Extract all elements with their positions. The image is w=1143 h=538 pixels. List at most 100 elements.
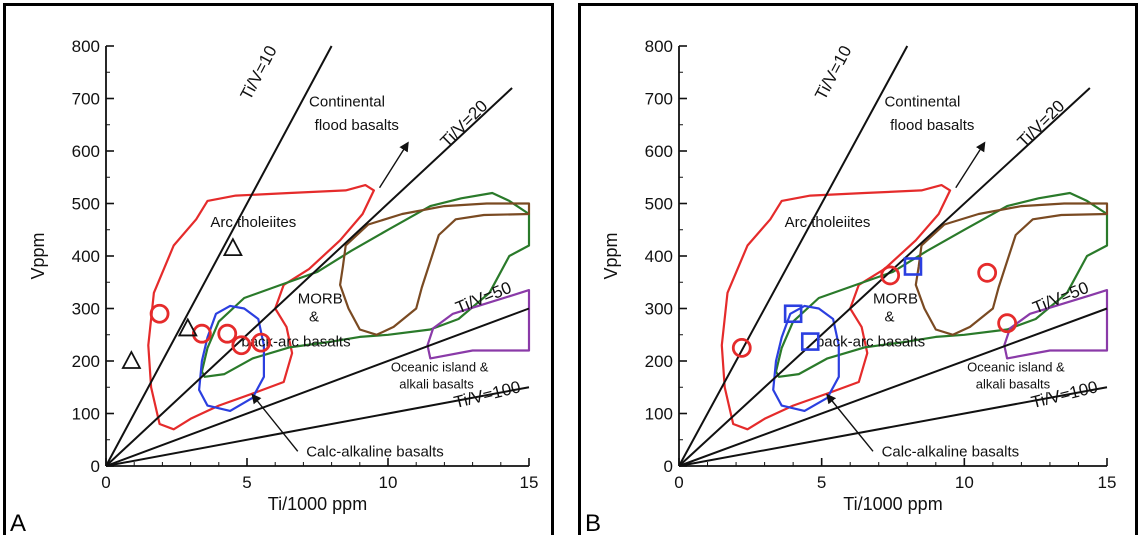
ti-v-ratio-line [678,386,1108,467]
sample-circle-marker [217,323,238,344]
y-tick-label: 0 [91,457,100,476]
ti-v-ratio-line [678,45,909,467]
morb-ampersand-label: & [309,309,319,326]
y-tick-label: 600 [72,142,100,161]
sample-square-marker [783,304,803,324]
ti-v-ratio-label: Ti/V=50 [453,278,514,318]
sample-circle-marker [231,335,252,356]
oceanic-island-label: Oceanic island & [967,360,1065,375]
oceanic-island-field [1003,289,1109,360]
x-tick-label: 5 [817,473,826,492]
ti-v-ratio-label: Ti/V=20 [437,96,492,151]
y-tick-label: 500 [72,195,100,214]
plot-area: 0 5 10 15 0 100 200 300 400 500 600 700 800 Ti/1000 p… [28,37,538,514]
sample-circle-marker [251,332,272,353]
ti-v-ratio-label: Ti/V=10 [237,42,281,103]
y-tick-label: 800 [72,37,100,56]
arc-tholeiites-label: Arc tholeiites [785,214,871,231]
y-tick-label: 500 [645,195,673,214]
arc-tholeiites-label: Arc tholeiites [210,214,296,231]
sample-square-marker [903,257,923,276]
flood-basalts-label: flood basalts [315,117,399,134]
x-tick-label: 10 [379,473,398,492]
flood-basalt-arrow [378,141,409,189]
y-axis-label: Vppm [601,232,621,279]
sample-triangle-marker [222,237,243,257]
arc-tholeiite-field [147,184,375,431]
x-tick-label: 0 [101,473,110,492]
plot-a: 0 5 10 15 0 100 200 300 400 500 600 700 800 Ti/1000 p… [28,37,538,514]
sample-triangle-marker [121,350,142,369]
y-tick-label: 0 [664,457,673,476]
morb-label: MORB [873,290,918,307]
sample-triangle-marker [177,317,198,337]
back-arc-basalts-label: back-arc basalts [816,333,925,350]
ti-v-ratio-line [105,386,530,467]
flood-basalt-arrow [955,141,986,189]
x-axis-label: Ti/1000 ppm [268,494,367,514]
y-tick-label: 400 [72,247,100,266]
calc-alkaline-arrow [251,393,299,452]
calc-alkaline-field [198,304,265,412]
sample-square-marker [800,332,820,351]
ti-v-ratio-line [105,307,530,467]
alkali-basalts-label: alkali basalts [399,376,474,391]
oceanic-island-label: Oceanic island & [391,360,489,375]
morb-field [774,191,1109,378]
sample-circle-marker [997,313,1018,334]
arc-tholeiite-field [720,184,952,431]
ti-v-ratio-line [678,87,1091,467]
y-tick-label: 600 [645,142,673,161]
sample-circle-marker [149,303,170,324]
panel-label: A [10,510,27,537]
y-tick-label: 100 [645,405,673,424]
y-tick-label: 400 [645,247,673,266]
sample-circle-marker [880,265,901,286]
panel-frame [3,3,554,535]
sample-circle-marker [977,262,998,283]
ti-v-ratio-label: Ti/V=50 [1030,278,1091,318]
flood-basalt-field [339,202,531,336]
panel-a: 0 5 10 15 0 100 200 300 400 500 600 700 800 Ti/1000 p… [0,0,560,537]
panel-b: 0 5 10 15 0 100 200 300 400 500 600 700 800 Ti/1000 p… [575,0,1143,537]
flood-basalt-field [914,202,1109,336]
y-tick-label: 100 [72,405,100,424]
flood-basalts-label: flood basalts [890,117,974,134]
plot-area: 0 5 10 15 0 100 200 300 400 500 600 700 800 Ti/1000 p… [601,37,1116,514]
x-tick-label: 10 [955,473,974,492]
x-tick-label: 0 [674,473,683,492]
morb-field [200,191,531,378]
continental-label: Continental [309,93,385,110]
alkali-basalts-label: alkali basalts [976,376,1051,391]
ti-v-ratio-label: Ti/V=10 [811,42,855,103]
calc-alkaline-field [772,304,840,412]
oceanic-island-field [426,289,531,360]
y-tick-label: 700 [645,90,673,109]
y-axis-label: Vppm [28,232,48,279]
x-tick-label: 5 [242,473,251,492]
morb-ampersand-label: & [884,309,894,326]
ti-v-ratio-label: Ti/V=20 [1014,96,1069,151]
ti-v-ratio-line [105,45,333,467]
plot-b: 0 5 10 15 0 100 200 300 400 500 600 700 800 Ti/1000 p… [601,37,1116,514]
calc-alkaline-arrow [826,393,874,452]
sample-circle-marker [731,337,752,358]
x-tick-label: 15 [1098,473,1117,492]
y-tick-label: 300 [645,300,673,319]
y-tick-label: 700 [72,90,100,109]
y-tick-label: 300 [72,300,100,319]
sample-circle-marker [191,323,212,344]
calc-alkaline-basalts-label: Calc-alkaline basalts [306,444,444,461]
calc-alkaline-basalts-label: Calc-alkaline basalts [882,444,1020,461]
panel-frame [578,3,1138,535]
x-tick-label: 15 [520,473,539,492]
x-axis-label: Ti/1000 ppm [843,494,942,514]
y-tick-label: 200 [645,352,673,371]
morb-label: MORB [298,290,343,307]
y-tick-label: 200 [72,352,100,371]
panel-label: B [585,510,602,537]
continental-label: Continental [884,93,960,110]
ti-v-ratio-line [678,307,1108,467]
ti-v-ratio-line [105,87,513,467]
y-tick-label: 800 [645,37,673,56]
